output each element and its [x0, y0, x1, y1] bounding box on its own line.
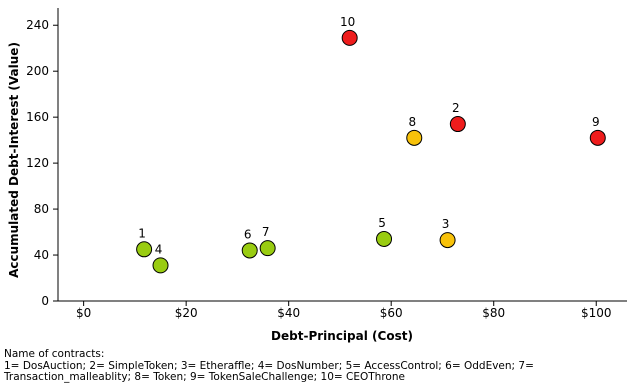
y-tick-label: 160 [26, 110, 49, 124]
data-point-label-2: 2 [452, 101, 460, 115]
data-point-2 [449, 116, 466, 133]
data-point-label-3: 3 [442, 217, 450, 231]
x-tick-label: $80 [482, 306, 505, 320]
y-axis-ticks: 0 40 80 120 160 200 240 [26, 18, 58, 308]
caption-line-1: Name of contracts: [4, 348, 105, 360]
x-tick-label: $40 [277, 306, 300, 320]
data-point-label-7: 7 [262, 225, 270, 239]
y-tick-label: 240 [26, 18, 49, 32]
data-point-9 [589, 129, 606, 146]
x-axis-ticks: $0 $20 $40 $60 $80 $100 [76, 301, 612, 320]
contract-legend-caption: Name of contracts: 1= DosAuction; 2= Sim… [4, 348, 624, 384]
data-points: 1 2 3 4 5 6 7 8 9 10 [136, 15, 606, 274]
data-point-label-4: 4 [155, 242, 163, 256]
data-point-3 [439, 232, 456, 249]
scatter-chart: 0 40 80 120 160 200 240 $0 $20 $40 $60 $80 $100 Deb… [7, 8, 627, 343]
data-point-7 [259, 240, 276, 257]
plot-area [57, 8, 627, 302]
y-tick-label: 80 [34, 202, 49, 216]
data-point-10 [341, 29, 358, 46]
data-point-label-5: 5 [378, 216, 386, 230]
caption-line-3: Transaction_malleablity; 8= Token; 9= To… [4, 371, 405, 383]
caption-line-2: 1= DosAuction; 2= SimpleToken; 3= Ethera… [4, 359, 534, 372]
data-point-label-1: 1 [138, 226, 146, 240]
y-tick-label: 120 [26, 156, 49, 170]
y-axis-title: Accumulated Debt-Interest (Value) [7, 42, 21, 278]
data-point-label-10: 10 [340, 15, 355, 29]
x-tick-label: $0 [76, 306, 91, 320]
data-point-label-9: 9 [592, 115, 600, 129]
data-point-1 [136, 241, 153, 258]
data-point-6 [241, 242, 258, 259]
y-tick-label: 0 [41, 294, 49, 308]
x-tick-label: $60 [380, 306, 403, 320]
y-tick-label: 40 [34, 248, 49, 262]
data-point-label-8: 8 [408, 115, 416, 129]
x-tick-label: $100 [581, 306, 612, 320]
x-tick-label: $20 [175, 306, 198, 320]
x-axis-title: Debt-Principal (Cost) [271, 329, 413, 343]
y-tick-label: 200 [26, 64, 49, 78]
data-point-8 [406, 129, 423, 146]
data-point-5 [376, 230, 393, 247]
data-point-label-6: 6 [244, 227, 252, 241]
data-point-4 [152, 257, 169, 274]
